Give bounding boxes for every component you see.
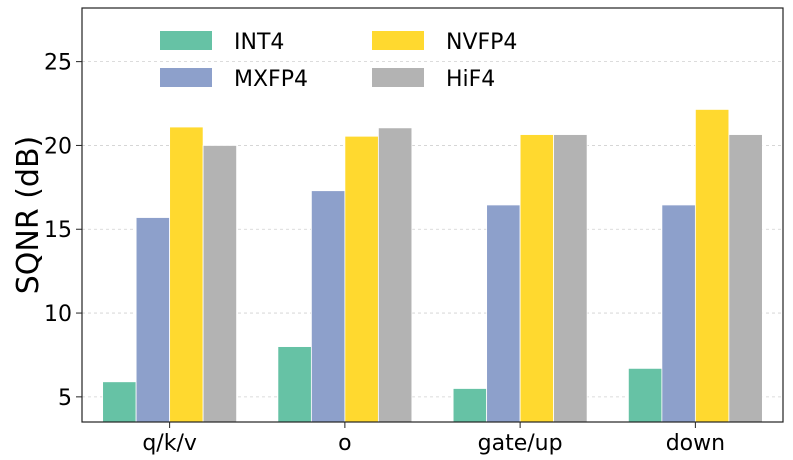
bars — [102, 109, 763, 423]
bar-nvfp4-down — [694, 109, 730, 423]
y-tick-label: 10 — [44, 302, 72, 327]
bar-mxfp4-q-k-v — [135, 217, 171, 423]
bar-int4-down — [627, 367, 663, 423]
x-tick-label: o — [338, 431, 351, 456]
x-tick-label: down — [666, 431, 725, 456]
bar-int4-gate-up — [452, 388, 488, 423]
legend-swatch-int4 — [160, 31, 212, 50]
legend-label-mxfp4: MXFP4 — [234, 67, 308, 92]
x-tick-label: gate/up — [478, 431, 563, 456]
bar-hif4-down — [728, 134, 763, 423]
plot-frame — [81, 7, 784, 423]
legend-swatch-hif4 — [372, 68, 424, 87]
legend-swatch-mxfp4 — [160, 68, 212, 87]
y-tick-label: 15 — [44, 218, 72, 243]
bar-nvfp4-o — [344, 135, 379, 423]
bar-int4-o — [277, 346, 312, 423]
bar-mxfp4-gate-up — [486, 204, 521, 423]
x-axis: q/k/v o gate/up down — [142, 422, 725, 456]
y-tick-label: 5 — [58, 386, 72, 411]
y-tick-label: 25 — [44, 51, 72, 76]
legend-label-int4: INT4 — [234, 30, 284, 55]
bar-int4-q-k-v — [102, 381, 137, 423]
bar-hif4-o — [377, 127, 413, 423]
bar-hif4-q-k-v — [202, 145, 238, 423]
x-tick-label: q/k/v — [142, 431, 197, 456]
y-axis: 5 10 15 20 25 — [44, 51, 82, 411]
bar-mxfp4-down — [661, 204, 696, 423]
bar-hif4-gate-up — [553, 134, 588, 423]
legend-label-nvfp4: NVFP4 — [446, 30, 517, 55]
y-axis-label: SQNR (dB) — [11, 136, 46, 295]
legend: INT4 MXFP4 NVFP4 HiF4 — [160, 30, 517, 92]
legend-label-hif4: HiF4 — [446, 67, 495, 92]
y-tick-label: 20 — [44, 134, 72, 159]
bar-mxfp4-o — [310, 190, 346, 423]
bar-nvfp4-gate-up — [519, 134, 555, 423]
legend-swatch-nvfp4 — [372, 31, 424, 50]
bar-nvfp4-q-k-v — [169, 126, 204, 423]
